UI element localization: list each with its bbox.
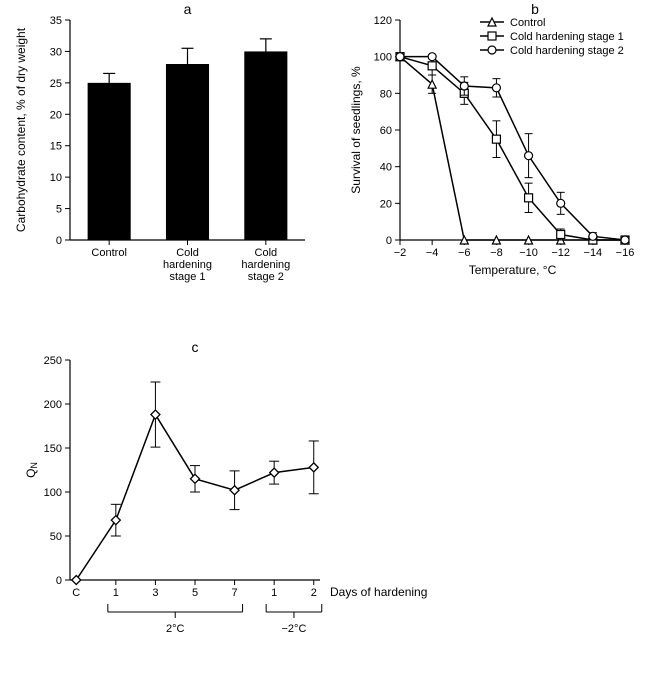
panel-b-ytick: 80 bbox=[380, 88, 392, 100]
panel-c-xtick: 2 bbox=[311, 587, 317, 599]
panel-a-xcat: Cold bbox=[255, 247, 278, 259]
panel-a-xcat: stage 1 bbox=[169, 271, 205, 283]
circle-marker bbox=[488, 46, 496, 54]
panel-b-xtick: −8 bbox=[490, 247, 503, 259]
panel-c-line bbox=[76, 415, 314, 580]
panel-b-xtick: −14 bbox=[584, 247, 603, 259]
square-marker bbox=[428, 62, 436, 70]
panel-b-xtick: −2 bbox=[394, 247, 407, 259]
panel-a-label: a bbox=[184, 1, 192, 17]
panel-b-ytick: 40 bbox=[380, 162, 392, 174]
panel-b-ytick: 100 bbox=[374, 52, 392, 64]
panel-b-ytick: 20 bbox=[380, 198, 392, 210]
square-marker bbox=[525, 194, 533, 202]
panel-a-xcat: Control bbox=[91, 247, 126, 259]
diamond-marker bbox=[309, 463, 318, 472]
diamond-marker bbox=[270, 468, 279, 477]
panel-c-label: c bbox=[192, 339, 199, 355]
circle-marker bbox=[589, 232, 597, 240]
panel-b-ylabel: Survival of seedlings, % bbox=[349, 66, 363, 194]
legend-label: Cold hardening stage 2 bbox=[510, 45, 624, 57]
diamond-marker bbox=[111, 516, 120, 525]
circle-marker bbox=[525, 152, 533, 160]
panel-a-bar bbox=[244, 51, 287, 240]
legend-label: Control bbox=[510, 17, 545, 29]
diamond-marker bbox=[230, 486, 239, 495]
panel-b-ytick: 60 bbox=[380, 125, 392, 137]
panel-c-ytick: 150 bbox=[44, 443, 62, 455]
square-marker bbox=[557, 231, 565, 239]
panel-c-xtick: 5 bbox=[192, 587, 198, 599]
panel-a-xcat: stage 2 bbox=[248, 271, 284, 283]
panel-b-xtick: −10 bbox=[519, 247, 538, 259]
panel-c-ytick: 250 bbox=[44, 355, 62, 367]
legend-label: Cold hardening stage 1 bbox=[510, 31, 624, 43]
panel-a-bar bbox=[88, 83, 131, 240]
circle-marker bbox=[492, 84, 500, 92]
panel-a-bar bbox=[166, 64, 209, 240]
panel-c-xtick: 3 bbox=[152, 587, 158, 599]
panel-a-ytick: 20 bbox=[50, 109, 62, 121]
panel-c-ytick: 100 bbox=[44, 487, 62, 499]
panel-c-ytick: 200 bbox=[44, 399, 62, 411]
panel-c-xtick: 1 bbox=[113, 587, 119, 599]
panel-a-ytick: 10 bbox=[50, 172, 62, 184]
panel-b-ytick: 120 bbox=[374, 15, 392, 27]
panel-c-ytick: 50 bbox=[50, 531, 62, 543]
panel-c-group-label: 2°C bbox=[166, 623, 185, 635]
diamond-marker bbox=[72, 576, 81, 585]
panel-c-ylabel: QN bbox=[24, 462, 39, 478]
circle-marker bbox=[557, 199, 565, 207]
panel-b-xtick: −12 bbox=[551, 247, 570, 259]
panel-c-xtick: 7 bbox=[232, 587, 238, 599]
panel-a-ytick: 0 bbox=[56, 235, 62, 247]
panel-b-xlabel: Temperature, °C bbox=[469, 263, 557, 277]
panel-c-xtick: C bbox=[72, 587, 80, 599]
diamond-marker bbox=[151, 410, 160, 419]
panel-a-ytick: 15 bbox=[50, 141, 62, 153]
panel-a-ylabel: Carbohydrate content, % of dry weight bbox=[14, 27, 28, 232]
panel-b-label: b bbox=[531, 1, 539, 17]
panel-c-xlabel-right: Days of hardening bbox=[330, 585, 427, 599]
circle-marker bbox=[621, 236, 629, 244]
panel-a-xcat: Cold bbox=[176, 247, 199, 259]
panel-c-xtick: 1 bbox=[271, 587, 277, 599]
panel-b-xtick: −6 bbox=[458, 247, 471, 259]
panel-b-xtick: −4 bbox=[426, 247, 439, 259]
panel-a-xcat: hardening bbox=[241, 259, 290, 271]
panel-a-ytick: 35 bbox=[50, 15, 62, 27]
diamond-marker bbox=[191, 474, 200, 483]
square-marker bbox=[492, 135, 500, 143]
circle-marker bbox=[396, 53, 404, 61]
square-marker bbox=[488, 32, 496, 40]
circle-marker bbox=[428, 53, 436, 61]
panel-c-group-label: −2°C bbox=[282, 623, 307, 635]
panel-b-ytick: 0 bbox=[386, 235, 392, 247]
panel-c-ytick: 0 bbox=[56, 575, 62, 587]
panel-a-xcat: hardening bbox=[163, 259, 212, 271]
panel-a-ytick: 5 bbox=[56, 204, 62, 216]
panel-b-xtick: −16 bbox=[616, 247, 635, 259]
circle-marker bbox=[460, 82, 468, 90]
panel-a-ytick: 25 bbox=[50, 78, 62, 90]
svg-text:QN: QN bbox=[24, 462, 39, 478]
panel-a-ytick: 30 bbox=[50, 46, 62, 58]
